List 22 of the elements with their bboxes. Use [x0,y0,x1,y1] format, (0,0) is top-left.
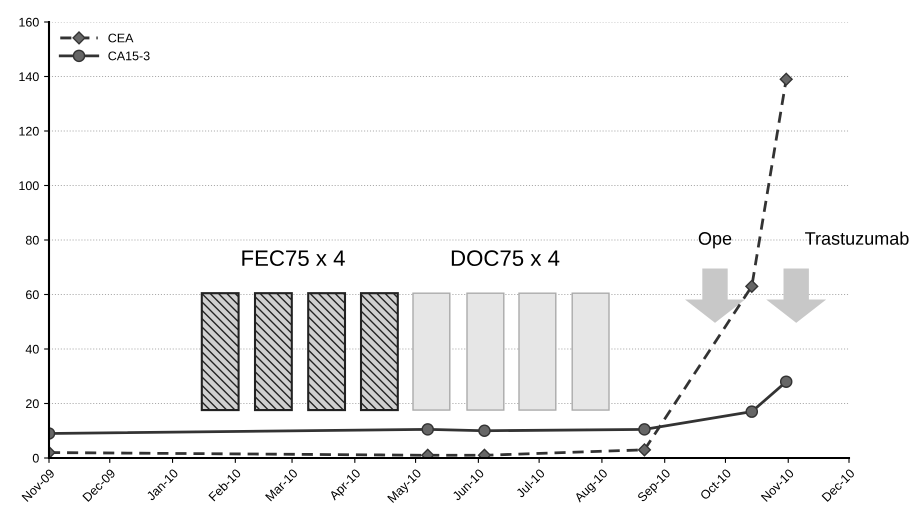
annotation: DOC75 x 4 [452,250,560,266]
y-tick-label: 20 [26,399,39,408]
y-tick-label: 140 [19,72,39,82]
y-tick-label: 80 [26,236,39,245]
y-tick-label: 40 [26,344,39,354]
y-tick-label: 0 [32,454,39,463]
y-tick-label: 60 [26,290,39,300]
annotation: Ope [698,232,732,248]
point [780,72,793,86]
y-tick-label: 160 [19,18,39,27]
point [478,424,491,437]
annotation: Trastuzumab [805,232,909,245]
point [780,375,792,388]
legend-label: CA15-3 [108,51,150,60]
y-tick-label: 100 [19,181,39,190]
point [745,280,758,293]
point [638,443,652,456]
y-tick-label: 120 [19,126,39,136]
annotation: FEC75 x 4 [242,250,345,266]
point [638,423,651,436]
legend-label: CEA [108,34,134,42]
point [746,405,758,418]
